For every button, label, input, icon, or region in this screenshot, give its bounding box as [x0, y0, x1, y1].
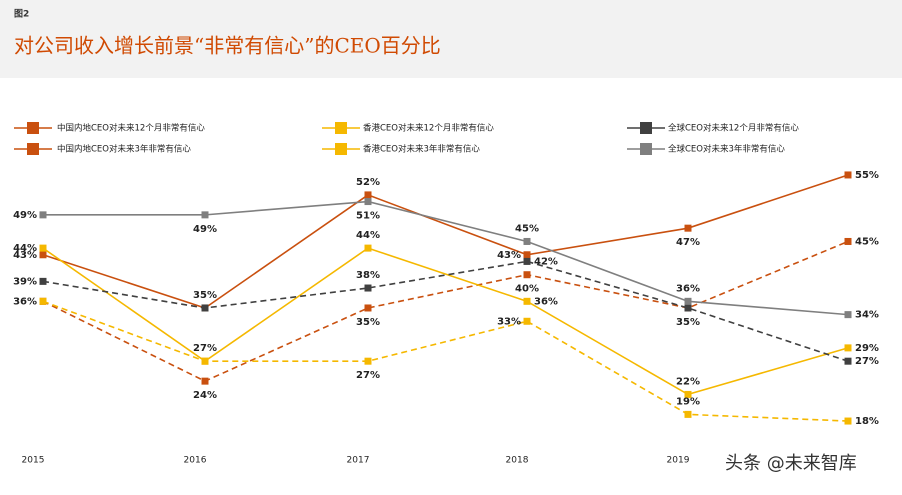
- point-marker: [364, 198, 372, 206]
- point-marker: [844, 357, 852, 365]
- data-label: 24%: [193, 390, 217, 401]
- point-marker: [523, 317, 531, 325]
- title: 对公司收入增长前景“非常有信心”的CEO百分比: [14, 34, 441, 58]
- data-label: 36%: [13, 296, 37, 307]
- legend-label: 中国内地CEO对未来12个月非常有信心: [57, 123, 205, 134]
- point-marker: [201, 357, 209, 365]
- data-label: 27%: [193, 343, 217, 354]
- data-label: 38%: [356, 270, 380, 281]
- point-marker: [523, 271, 531, 279]
- series-line: [42, 260, 849, 362]
- figure-label: 图2: [14, 9, 29, 20]
- point-marker: [844, 237, 852, 245]
- legend-marker: [335, 143, 347, 155]
- legend-label: 香港CEO对未来3年非常有信心: [363, 144, 480, 155]
- data-label: 43%: [497, 250, 521, 261]
- point-marker: [364, 357, 372, 365]
- point-marker: [844, 171, 852, 179]
- point-marker: [523, 257, 531, 265]
- series-line: [43, 200, 849, 316]
- data-label: 42%: [534, 256, 558, 267]
- data-label: 55%: [855, 170, 879, 181]
- point-marker: [364, 191, 372, 199]
- data-label: 22%: [676, 376, 700, 387]
- watermark: 头条 @未来智库: [725, 453, 857, 474]
- legend-label: 香港CEO对未来12个月非常有信心: [363, 123, 494, 134]
- series-line: [42, 240, 849, 383]
- legend-marker: [335, 122, 347, 134]
- data-label: 18%: [855, 416, 879, 427]
- data-label: 45%: [855, 236, 879, 247]
- data-label: 47%: [676, 237, 700, 248]
- point-marker: [364, 284, 372, 292]
- data-label: 27%: [855, 356, 879, 367]
- data-label: 36%: [676, 283, 700, 294]
- point-marker: [201, 304, 209, 312]
- data-label: 44%: [356, 230, 380, 241]
- point-marker: [39, 277, 47, 285]
- point-marker: [844, 344, 852, 352]
- point-marker: [39, 297, 47, 305]
- legend-label: 中国内地CEO对未来3年非常有信心: [57, 144, 191, 155]
- x-tick-label: 2016: [184, 456, 207, 466]
- data-label: 45%: [515, 223, 539, 234]
- legend-marker: [27, 143, 39, 155]
- data-label: 51%: [356, 211, 380, 222]
- point-marker: [684, 297, 692, 305]
- x-tick-label: 2019: [667, 456, 690, 466]
- legend-label: 全球CEO对未来3年非常有信心: [668, 144, 785, 155]
- data-label: 43%: [13, 250, 37, 261]
- legend-marker: [27, 122, 39, 134]
- data-label: 19%: [676, 396, 700, 407]
- legend-label: 全球CEO对未来12个月非常有信心: [668, 123, 799, 134]
- data-label: 27%: [356, 370, 380, 381]
- x-tick-label: 2018: [506, 456, 529, 466]
- data-label: 44%: [13, 243, 37, 254]
- point-marker: [844, 311, 852, 319]
- point-marker: [523, 297, 531, 305]
- data-label: 35%: [356, 317, 380, 328]
- point-marker: [39, 244, 47, 252]
- point-marker: [523, 251, 531, 259]
- point-marker: [39, 211, 47, 219]
- data-label: 49%: [193, 224, 217, 235]
- point-marker: [39, 251, 47, 259]
- x-tick-label: 2017: [347, 456, 370, 466]
- data-label: 33%: [497, 316, 521, 327]
- data-label: 34%: [855, 310, 879, 321]
- point-marker: [684, 390, 692, 398]
- data-label: 49%: [13, 210, 37, 221]
- header-band: [0, 0, 902, 78]
- series-line: [42, 300, 849, 422]
- data-label: 39%: [13, 276, 37, 287]
- point-marker: [523, 237, 531, 245]
- legend-marker: [640, 143, 652, 155]
- x-tick-label: 2015: [22, 456, 45, 466]
- data-label: 40%: [515, 284, 539, 295]
- point-marker: [364, 244, 372, 252]
- point-marker: [201, 211, 209, 219]
- series-line: [42, 247, 849, 396]
- series-line: [42, 174, 849, 309]
- point-marker: [684, 224, 692, 232]
- point-marker: [364, 304, 372, 312]
- point-marker: [844, 417, 852, 425]
- point-marker: [684, 410, 692, 418]
- data-label: 29%: [855, 343, 879, 354]
- legend-marker: [640, 122, 652, 134]
- data-label: 35%: [676, 317, 700, 328]
- data-label: 35%: [193, 290, 217, 301]
- point-marker: [201, 377, 209, 385]
- data-label: 36%: [534, 296, 558, 307]
- point-marker: [684, 304, 692, 312]
- data-label: 52%: [356, 177, 380, 188]
